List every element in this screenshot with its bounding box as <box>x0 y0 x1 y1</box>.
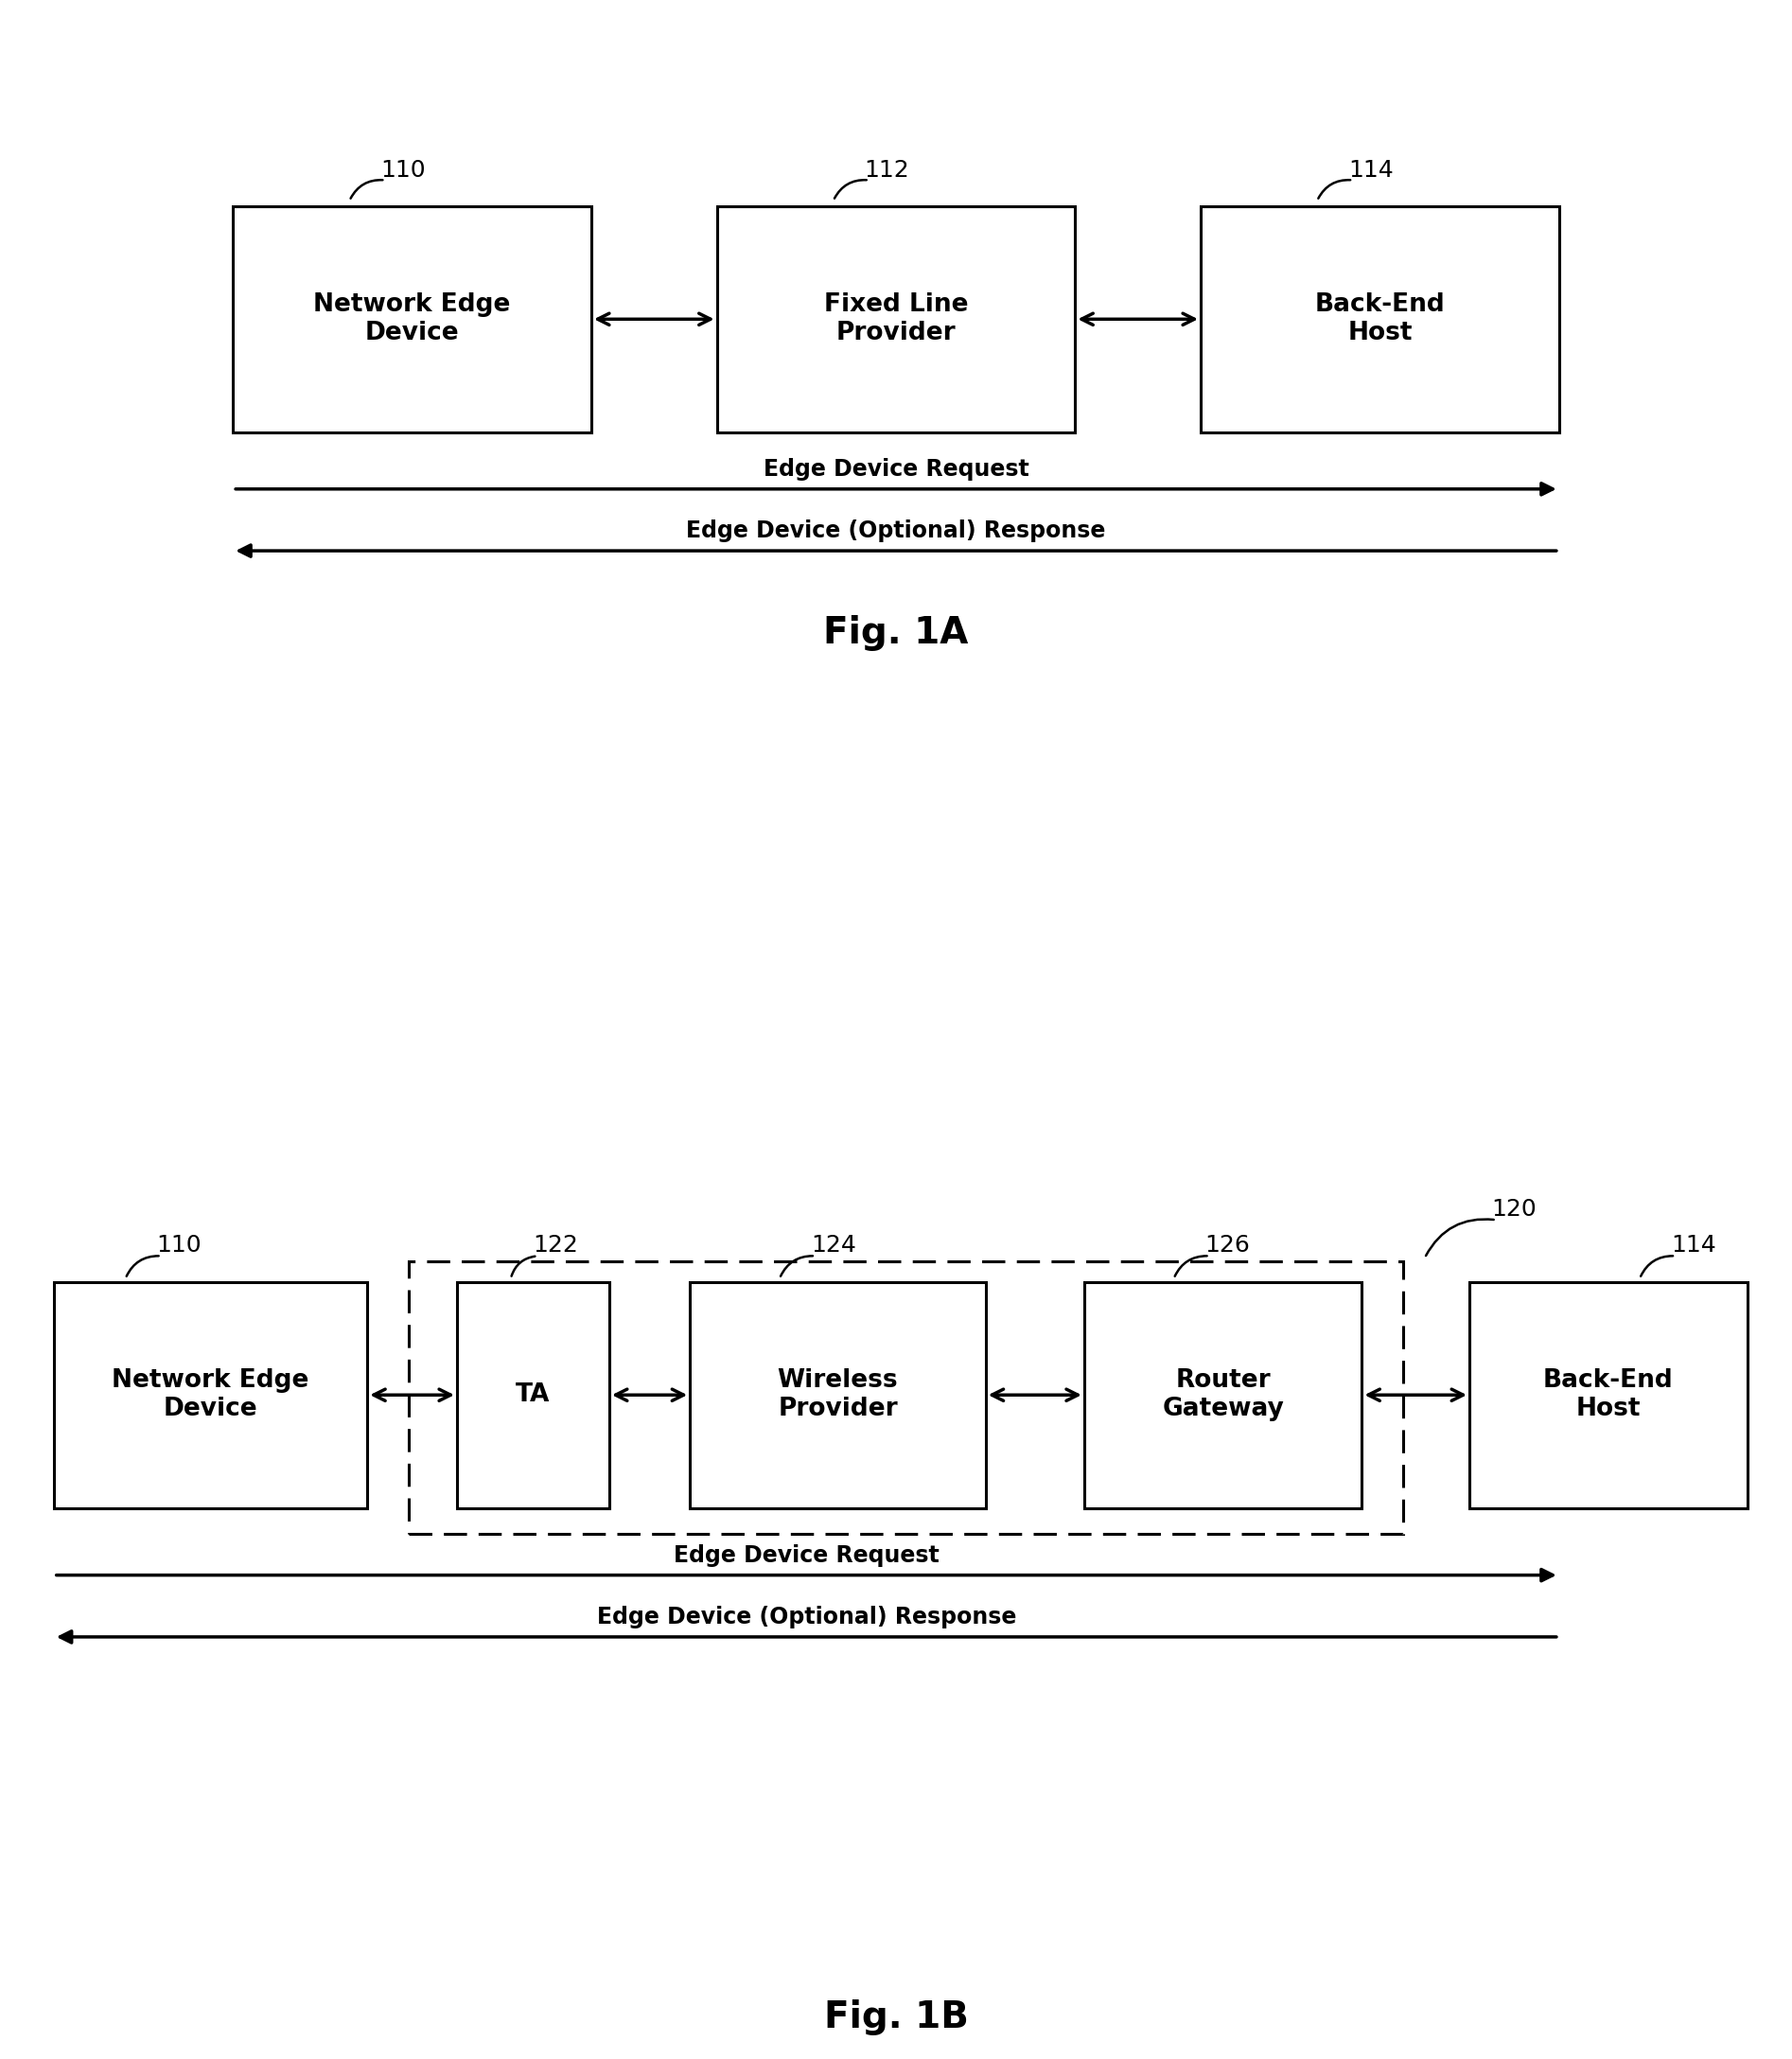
Bar <box>233 206 591 432</box>
Text: 112: 112 <box>864 159 910 181</box>
Text: 126: 126 <box>1204 1233 1251 1258</box>
Text: TA: TA <box>516 1384 550 1406</box>
Text: 120: 120 <box>1491 1198 1538 1221</box>
Text: Fig. 1B: Fig. 1B <box>824 1999 968 2036</box>
Bar <box>1084 1281 1362 1507</box>
Text: 114: 114 <box>1348 159 1394 181</box>
Text: 124: 124 <box>810 1233 857 1258</box>
Bar <box>690 1281 986 1507</box>
Text: 122: 122 <box>532 1233 579 1258</box>
Text: Router
Gateway: Router Gateway <box>1161 1369 1285 1421</box>
Text: 110: 110 <box>156 1233 202 1258</box>
Text: 114: 114 <box>1670 1233 1717 1258</box>
Text: Edge Device (Optional) Response: Edge Device (Optional) Response <box>686 519 1106 542</box>
Text: Back-End
Host: Back-End Host <box>1315 292 1444 346</box>
Bar <box>457 1281 609 1507</box>
Bar <box>409 1260 1403 1534</box>
Text: Wireless
Provider: Wireless Provider <box>778 1369 898 1421</box>
Text: Fixed Line
Provider: Fixed Line Provider <box>824 292 968 346</box>
Text: Back-End
Host: Back-End Host <box>1543 1369 1674 1421</box>
Text: Network Edge
Device: Network Edge Device <box>314 292 511 346</box>
Text: 110: 110 <box>380 159 426 181</box>
Bar <box>1469 1281 1747 1507</box>
Bar <box>54 1281 367 1507</box>
Text: Edge Device Request: Edge Device Request <box>674 1544 939 1567</box>
Text: Fig. 1A: Fig. 1A <box>824 616 968 651</box>
Text: Edge Device (Optional) Response: Edge Device (Optional) Response <box>597 1606 1016 1629</box>
Bar <box>717 206 1075 432</box>
Text: Edge Device Request: Edge Device Request <box>763 457 1029 482</box>
Text: Network Edge
Device: Network Edge Device <box>111 1369 310 1421</box>
Bar <box>1201 206 1559 432</box>
